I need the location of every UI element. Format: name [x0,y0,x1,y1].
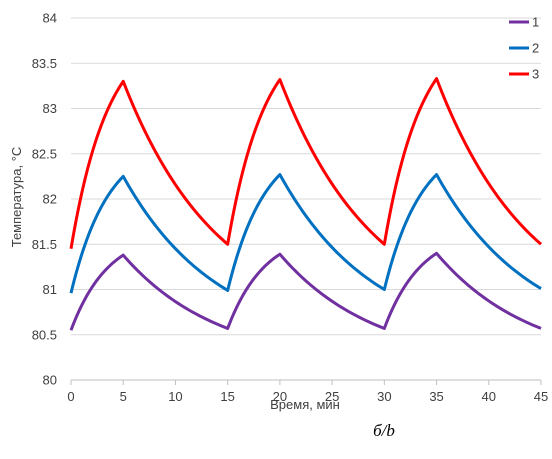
y-tick-label: 81.5 [32,237,57,252]
y-tick-label: 81 [43,282,57,297]
legend-label-3: 3 [532,67,539,82]
figure-caption: б/b [373,421,395,440]
series-line-1 [69,251,542,331]
x-tick-label: 0 [67,389,74,404]
y-tick-label: 80 [43,373,57,388]
x-tick-label: 25 [325,389,339,404]
x-tick-label: 45 [534,389,548,404]
y-tick-label: 82 [43,192,57,207]
x-tick-label: 20 [273,389,287,404]
series-lines [69,77,542,331]
x-tick-label: 40 [482,389,496,404]
x-tick-label: 35 [429,389,443,404]
y-tick-label: 84 [43,11,57,26]
legend-label-2: 2 [532,41,539,56]
axes: 80 80.5 81 81.5 82 82.5 83 83.5 84 0 5 10 15 20 25 30 35… [32,11,549,405]
x-tick-label: 5 [120,389,127,404]
x-tick-label: 30 [377,389,391,404]
y-tick-label: 83 [43,101,57,116]
x-tick-label: 10 [168,389,182,404]
legend-label-1: 1 [532,15,539,30]
y-tick-label: 82.5 [32,146,57,161]
y-tick-label: 80.5 [32,327,57,342]
series-line-2 [69,173,542,294]
gridlines [71,17,541,381]
legend: 1 2 3 [509,15,539,82]
series-line-3 [69,77,542,250]
y-axis-title: Температура, °С [9,147,24,248]
x-tick-label: 15 [220,389,234,404]
x-axis-title: Время, мин [270,397,340,412]
y-tick-label: 83.5 [32,56,57,71]
